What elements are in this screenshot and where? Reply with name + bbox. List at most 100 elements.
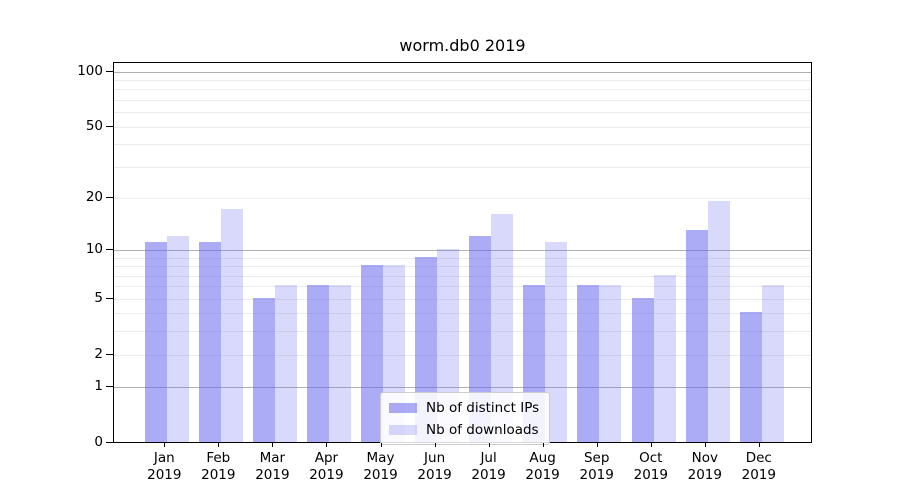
major-gridline-100	[114, 71, 811, 73]
minor-gridline-3	[114, 331, 811, 333]
minor-gridline-50	[114, 126, 811, 128]
xtick-year-dec: 2019	[741, 466, 776, 483]
xtick-label-jan: Jan 2019	[132, 450, 196, 483]
xtick-mark-sep	[596, 443, 598, 447]
ytick-mark-20	[106, 196, 113, 198]
ytick-mark-100	[106, 70, 113, 72]
bar-ips-apr	[307, 285, 330, 442]
xtick-mark-aug	[542, 443, 544, 447]
ytick-mark-0	[106, 442, 113, 443]
bar-ips-mar	[253, 297, 276, 442]
xtick-year-mar: 2019	[255, 466, 290, 483]
ytick-label-2: 2	[94, 345, 103, 362]
minor-gridline-90	[114, 79, 811, 81]
xtick-mark-feb	[218, 443, 220, 447]
legend-item-downloads: Nb of downloads	[389, 421, 539, 438]
chart-title: worm.db0 2019	[399, 36, 526, 55]
ytick-label-20: 20	[85, 188, 103, 205]
plot-area: Nb of distinct IPs Nb of downloads	[113, 62, 812, 445]
xtick-label-apr: Apr 2019	[294, 450, 358, 483]
minor-gridline-8	[114, 266, 811, 268]
legend-label-ips: Nb of distinct IPs	[426, 399, 540, 416]
bar-downloads-feb	[221, 209, 243, 442]
ytick-mark-2	[106, 353, 113, 355]
bar-downloads-sep	[599, 285, 622, 442]
xtick-label-feb: Feb 2019	[186, 450, 250, 483]
ytick-mark-5	[106, 297, 113, 299]
xtick-label-jun: Jun 2019	[403, 450, 467, 483]
minor-gridline-4	[114, 313, 811, 315]
bar-downloads-nov	[707, 200, 730, 442]
xtick-year-jul: 2019	[471, 466, 506, 483]
xtick-year-may: 2019	[363, 466, 398, 483]
ytick-label-100: 100	[77, 62, 103, 79]
major-gridline-1	[114, 387, 811, 389]
bar-ips-feb	[199, 242, 221, 442]
bar-ips-dec	[739, 312, 762, 442]
xtick-label-may: May 2019	[349, 450, 413, 483]
bar-ips-nov	[685, 229, 708, 442]
xtick-mark-apr	[326, 443, 328, 447]
legend-swatch-ips	[389, 402, 417, 413]
minor-gridline-20	[114, 197, 811, 199]
minor-gridline-6	[114, 286, 811, 288]
ytick-mark-50	[106, 125, 113, 127]
xtick-label-sep: Sep 2019	[565, 450, 629, 483]
bar-ips-jul	[469, 235, 492, 442]
bar-downloads-oct	[653, 274, 676, 442]
bar-downloads-aug	[545, 242, 568, 442]
ytick-mark-10	[106, 249, 113, 250]
major-gridline-10	[114, 250, 811, 251]
bar-downloads-mar	[275, 285, 298, 442]
legend: Nb of distinct IPs Nb of downloads	[380, 392, 551, 445]
xtick-year-feb: 2019	[201, 466, 236, 483]
bar-ips-sep	[577, 285, 600, 442]
legend-label-downloads: Nb of downloads	[426, 421, 539, 438]
minor-gridline-60	[114, 112, 811, 114]
xtick-mark-jun	[434, 443, 436, 447]
minor-gridline-5	[114, 298, 811, 300]
xtick-mark-jul	[488, 443, 490, 447]
minor-gridline-9	[114, 257, 811, 259]
bar-ips-jan	[145, 242, 167, 442]
xtick-year-nov: 2019	[687, 466, 722, 483]
bar-downloads-jul	[491, 213, 514, 442]
xtick-label-dec: Dec 2019	[727, 450, 791, 483]
xtick-mark-mar	[272, 443, 274, 447]
bar-downloads-dec	[761, 285, 784, 442]
xtick-year-jun: 2019	[417, 466, 452, 483]
xtick-year-jan: 2019	[147, 466, 182, 483]
xtick-year-apr: 2019	[309, 466, 344, 483]
bar-ips-may	[361, 265, 384, 442]
bar-ips-oct	[631, 297, 654, 442]
xtick-mark-may	[380, 443, 382, 447]
ytick-label-10: 10	[85, 241, 103, 257]
minor-gridline-2	[114, 354, 811, 356]
xtick-year-sep: 2019	[579, 466, 614, 483]
bar-downloads-apr	[329, 285, 352, 442]
legend-swatch-downloads	[389, 424, 417, 435]
minor-gridline-40	[114, 144, 811, 146]
xtick-mark-nov	[704, 443, 706, 447]
xtick-year-oct: 2019	[633, 466, 668, 483]
ytick-label-0: 0	[94, 434, 103, 450]
xtick-label-nov: Nov 2019	[673, 450, 737, 483]
ytick-label-5: 5	[94, 289, 103, 306]
minor-gridline-80	[114, 89, 811, 91]
ytick-mark-1	[106, 386, 113, 388]
xtick-mark-jan	[164, 443, 166, 447]
xtick-mark-oct	[650, 443, 652, 447]
xtick-label-jul: Jul 2019	[457, 450, 521, 483]
ytick-label-50: 50	[85, 117, 103, 134]
ytick-label-1: 1	[94, 378, 103, 395]
xtick-label-mar: Mar 2019	[240, 450, 304, 483]
xtick-label-aug: Aug 2019	[511, 450, 575, 483]
xtick-mark-dec	[758, 443, 760, 447]
minor-gridline-70	[114, 99, 811, 101]
xtick-label-oct: Oct 2019	[619, 450, 683, 483]
legend-item-ips: Nb of distinct IPs	[389, 399, 539, 416]
bar-downloads-jan	[167, 235, 189, 442]
xtick-year-aug: 2019	[525, 466, 560, 483]
minor-gridline-30	[114, 166, 811, 168]
